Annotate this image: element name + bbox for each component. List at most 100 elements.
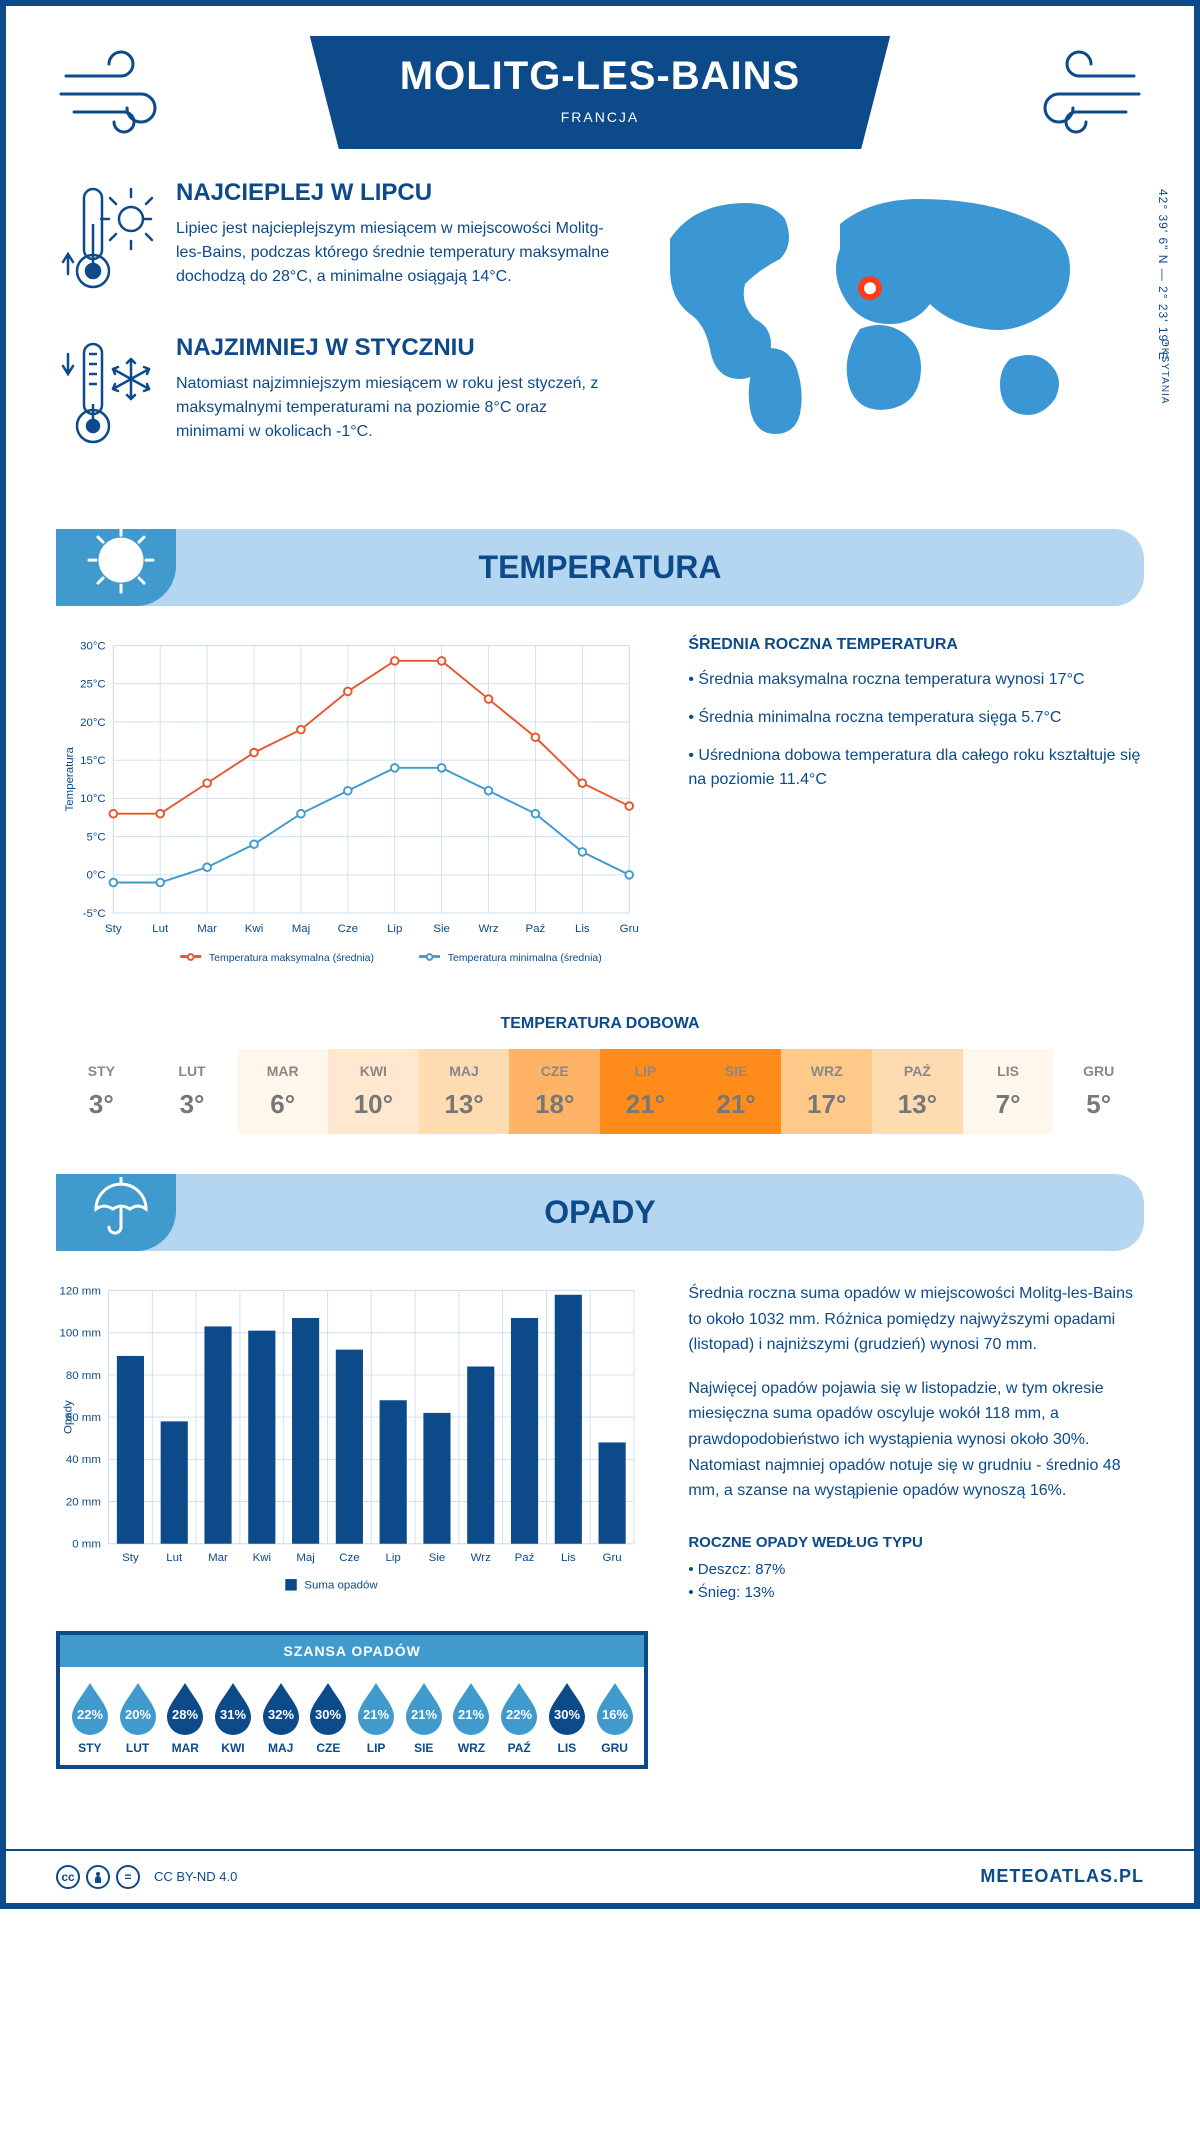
precip-bar-chart: 0 mm20 mm40 mm60 mm80 mm100 mm120 mmStyL… xyxy=(56,1281,648,1769)
thermometer-sun-icon xyxy=(56,179,156,304)
section-head-precip: OPADY xyxy=(56,1174,1144,1251)
svg-text:22%: 22% xyxy=(77,1707,103,1722)
temp-daily-cell: MAR6° xyxy=(237,1049,328,1134)
cc-icon: cc xyxy=(56,1865,80,1889)
region-label: OKSYTANIA xyxy=(1159,339,1170,405)
temperature-line-chart: -5°C0°C5°C10°C15°C20°C25°C30°CStyLutMarK… xyxy=(56,636,648,985)
sun-icon xyxy=(86,525,156,603)
svg-text:Gru: Gru xyxy=(603,1552,622,1564)
temp-side-item: • Średnia minimalna roczna temperatura s… xyxy=(688,706,1144,730)
chance-drop: 30%LIS xyxy=(543,1681,591,1755)
svg-text:Wrz: Wrz xyxy=(471,1552,491,1564)
svg-text:21%: 21% xyxy=(363,1707,389,1722)
svg-text:Temperatura minimalna (średnia: Temperatura minimalna (średnia) xyxy=(448,952,602,964)
umbrella-icon xyxy=(86,1170,156,1248)
temp-daily-cell: MAJ13° xyxy=(419,1049,510,1134)
header: MOLITG-LES-BAINS FRANCJA xyxy=(56,36,1144,149)
svg-text:21%: 21% xyxy=(411,1707,437,1722)
chance-drop: 32%MAJ xyxy=(257,1681,305,1755)
svg-text:20°C: 20°C xyxy=(80,717,106,729)
svg-text:Gru: Gru xyxy=(620,923,639,935)
temp-daily-table: STY3°LUT3°MAR6°KWI10°MAJ13°CZE18°LIP21°S… xyxy=(56,1049,1144,1134)
svg-text:15°C: 15°C xyxy=(80,755,106,767)
svg-text:Lut: Lut xyxy=(152,923,169,935)
svg-text:5°C: 5°C xyxy=(86,831,105,843)
svg-text:Temperatura: Temperatura xyxy=(64,747,76,812)
svg-text:Lis: Lis xyxy=(575,923,590,935)
svg-text:20%: 20% xyxy=(125,1707,151,1722)
world-map: 42° 39' 6" N — 2° 23' 19" E OKSYTANIA xyxy=(640,179,1144,489)
svg-text:Sie: Sie xyxy=(433,923,450,935)
svg-text:Mar: Mar xyxy=(208,1552,228,1564)
svg-text:-5°C: -5°C xyxy=(83,908,106,920)
chance-drop: 30%CZE xyxy=(305,1681,353,1755)
svg-text:Lip: Lip xyxy=(387,923,402,935)
fact-cold-text: Natomiast najzimniejszym miesiącem w rok… xyxy=(176,372,610,444)
brand: METEOATLAS.PL xyxy=(980,1866,1144,1887)
temp-daily-cell: CZE18° xyxy=(509,1049,600,1134)
svg-text:Wrz: Wrz xyxy=(478,923,498,935)
svg-text:Sie: Sie xyxy=(429,1552,446,1564)
temp-daily-cell: SIE21° xyxy=(691,1049,782,1134)
svg-text:10°C: 10°C xyxy=(80,793,106,805)
chance-title: SZANSA OPADÓW xyxy=(60,1635,644,1667)
svg-text:Opady: Opady xyxy=(62,1400,74,1434)
svg-text:30%: 30% xyxy=(554,1707,580,1722)
thermometer-snow-icon xyxy=(56,334,156,459)
chance-drop: 20%LUT xyxy=(114,1681,162,1755)
svg-text:Kwi: Kwi xyxy=(245,923,263,935)
svg-text:22%: 22% xyxy=(506,1707,532,1722)
chance-drop: 21%SIE xyxy=(400,1681,448,1755)
city-name: MOLITG-LES-BAINS xyxy=(400,54,800,99)
temp-daily-cell: LUT3° xyxy=(147,1049,238,1134)
svg-text:Lis: Lis xyxy=(561,1552,576,1564)
temp-side-title: ŚREDNIA ROCZNA TEMPERATURA xyxy=(688,636,1144,654)
svg-text:Lip: Lip xyxy=(386,1552,401,1564)
footer: cc = CC BY-ND 4.0 METEOATLAS.PL xyxy=(6,1849,1194,1903)
svg-text:Mar: Mar xyxy=(197,923,217,935)
svg-text:21%: 21% xyxy=(458,1707,484,1722)
temp-daily-cell: LIS7° xyxy=(963,1049,1054,1134)
chance-drop: 28%MAR xyxy=(161,1681,209,1755)
temp-daily-cell: LIP21° xyxy=(600,1049,691,1134)
wind-icon-right xyxy=(1014,46,1144,141)
svg-text:Paź: Paź xyxy=(526,923,546,935)
fact-cold-title: NAJZIMNIEJ W STYCZNIU xyxy=(176,334,610,362)
temp-side-list: • Średnia maksymalna roczna temperatura … xyxy=(688,668,1144,792)
country-name: FRANCJA xyxy=(400,109,800,125)
temp-daily-cell: PAŹ13° xyxy=(872,1049,963,1134)
svg-text:Lut: Lut xyxy=(166,1552,183,1564)
svg-text:30%: 30% xyxy=(315,1707,341,1722)
precip-text-2: Najwięcej opadów pojawia się w listopadz… xyxy=(688,1376,1144,1504)
temp-daily-cell: WRZ17° xyxy=(781,1049,872,1134)
svg-text:Cze: Cze xyxy=(338,923,358,935)
nd-icon: = xyxy=(116,1865,140,1889)
svg-text:25°C: 25°C xyxy=(80,679,106,691)
svg-text:32%: 32% xyxy=(268,1707,294,1722)
svg-text:80 mm: 80 mm xyxy=(66,1370,101,1382)
section-head-temperature: TEMPERATURA xyxy=(56,529,1144,606)
svg-text:Temperatura maksymalna (średni: Temperatura maksymalna (średnia) xyxy=(209,952,374,964)
svg-text:Maj: Maj xyxy=(296,1552,314,1564)
by-icon xyxy=(86,1865,110,1889)
precip-text-1: Średnia roczna suma opadów w miejscowośc… xyxy=(688,1281,1144,1358)
wind-icon-left xyxy=(56,46,186,141)
svg-text:30°C: 30°C xyxy=(80,640,106,652)
chance-drop: 21%LIP xyxy=(352,1681,400,1755)
svg-text:Sty: Sty xyxy=(122,1552,139,1564)
svg-text:31%: 31% xyxy=(220,1707,246,1722)
svg-text:0°C: 0°C xyxy=(86,870,105,882)
svg-text:20 mm: 20 mm xyxy=(66,1496,101,1508)
chance-box: SZANSA OPADÓW 22%STY20%LUT28%MAR31%KWI32… xyxy=(56,1631,648,1769)
license-text: CC BY-ND 4.0 xyxy=(154,1869,237,1884)
svg-text:Maj: Maj xyxy=(292,923,310,935)
temp-daily-cell: KWI10° xyxy=(328,1049,419,1134)
temp-daily-cell: GRU5° xyxy=(1053,1049,1144,1134)
svg-text:120 mm: 120 mm xyxy=(60,1285,101,1297)
fact-hottest: NAJCIEPLEJ W LIPCU Lipiec jest najcieple… xyxy=(56,179,610,304)
svg-text:0 mm: 0 mm xyxy=(72,1538,101,1550)
svg-text:Suma opadów: Suma opadów xyxy=(304,1580,378,1592)
coordinates: 42° 39' 6" N — 2° 23' 19" E xyxy=(1156,189,1170,361)
svg-text:Cze: Cze xyxy=(339,1552,359,1564)
temp-daily-title: TEMPERATURA DOBOWA xyxy=(56,1015,1144,1033)
